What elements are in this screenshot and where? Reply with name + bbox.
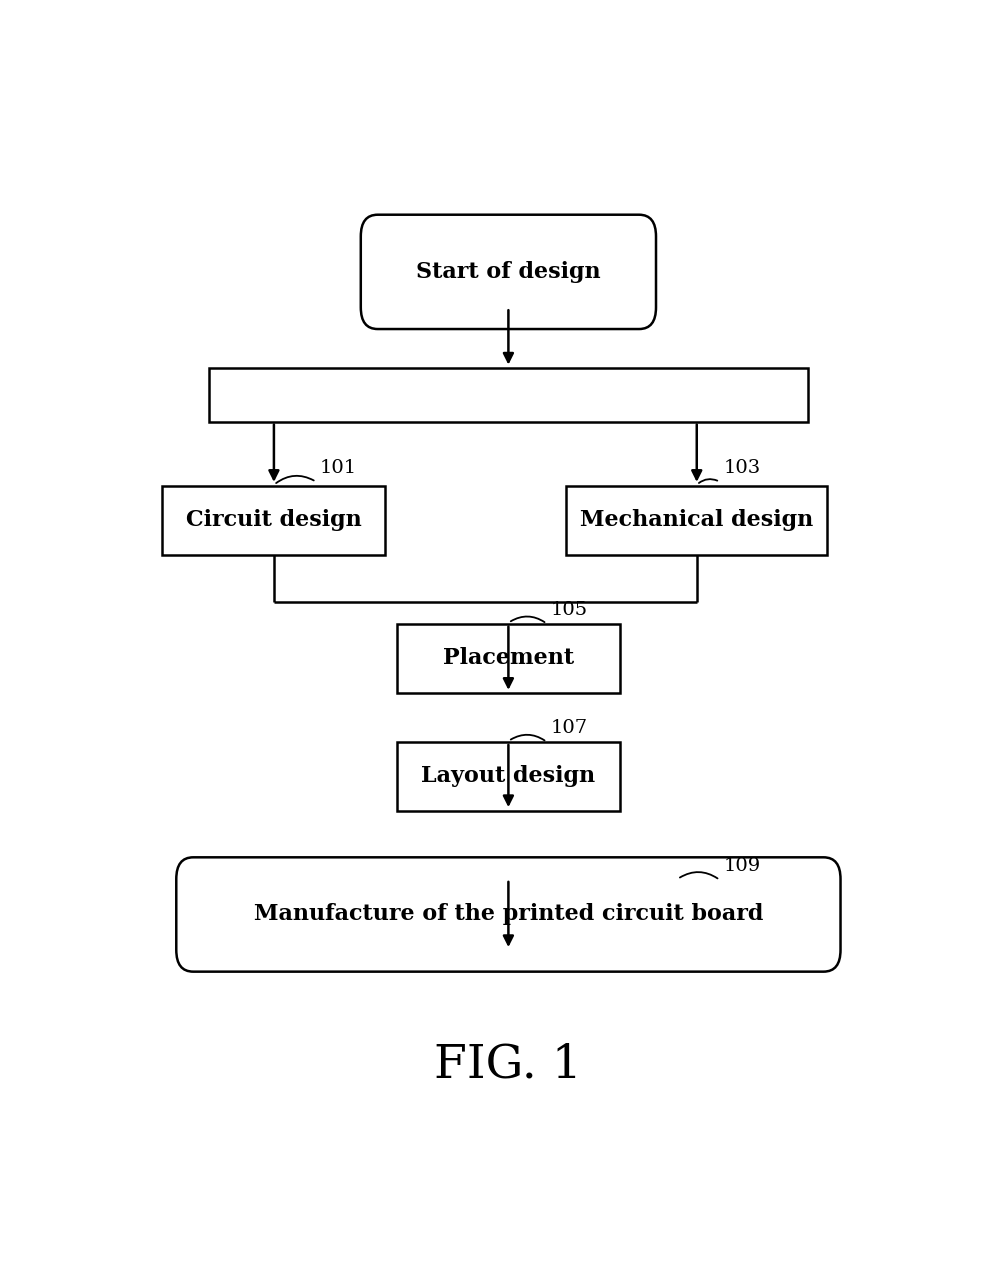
FancyBboxPatch shape <box>361 215 656 329</box>
FancyBboxPatch shape <box>397 742 620 812</box>
Text: FIG. 1: FIG. 1 <box>434 1043 582 1088</box>
Text: Placement: Placement <box>442 648 574 669</box>
Text: Manufacture of the printed circuit board: Manufacture of the printed circuit board <box>254 904 763 925</box>
FancyBboxPatch shape <box>397 623 620 692</box>
Text: 103: 103 <box>724 458 761 477</box>
Text: 105: 105 <box>551 600 588 618</box>
Text: 109: 109 <box>724 858 761 876</box>
FancyBboxPatch shape <box>177 858 840 972</box>
Text: Start of design: Start of design <box>416 261 601 283</box>
Text: 101: 101 <box>320 458 357 477</box>
FancyBboxPatch shape <box>163 485 385 554</box>
Text: 107: 107 <box>551 719 588 737</box>
Text: Layout design: Layout design <box>422 765 595 787</box>
FancyBboxPatch shape <box>566 485 827 554</box>
Text: Mechanical design: Mechanical design <box>580 509 813 531</box>
Text: Circuit design: Circuit design <box>186 509 362 531</box>
FancyBboxPatch shape <box>208 367 808 422</box>
